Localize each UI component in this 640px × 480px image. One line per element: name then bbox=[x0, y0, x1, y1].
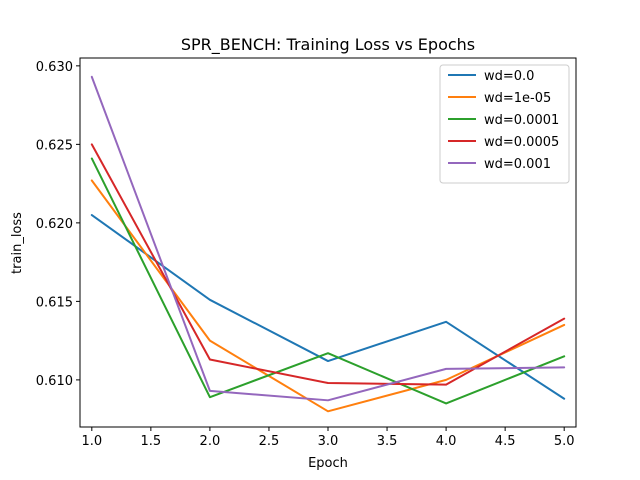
chart-title: SPR_BENCH: Training Loss vs Epochs bbox=[181, 35, 475, 55]
y-tick-label: 0.620 bbox=[36, 217, 73, 232]
legend-label: wd=1e-05 bbox=[484, 91, 551, 106]
x-tick-label: 3.0 bbox=[318, 434, 339, 449]
series-line-4 bbox=[90, 75, 566, 402]
x-tick-label: 5.0 bbox=[554, 434, 575, 449]
x-tick-label: 1.0 bbox=[81, 434, 102, 449]
series-line-0 bbox=[90, 214, 566, 400]
x-axis-label: Epoch bbox=[308, 456, 348, 471]
x-tick-label: 2.0 bbox=[200, 434, 221, 449]
y-tick-label: 0.610 bbox=[36, 374, 73, 389]
legend-frame bbox=[439, 64, 570, 184]
y-tick-label: 0.630 bbox=[36, 60, 73, 75]
x-tick-label: 4.5 bbox=[495, 434, 516, 449]
x-tick-label: 1.5 bbox=[141, 434, 162, 449]
legend-label: wd=0.0005 bbox=[484, 135, 559, 150]
y-tick-label: 0.625 bbox=[36, 138, 73, 153]
x-tick-label: 3.5 bbox=[377, 434, 398, 449]
series-lines bbox=[90, 75, 566, 413]
x-tick-label: 2.5 bbox=[259, 434, 280, 449]
legend: wd=0.0 wd=1e-05 wd=0.0001 wd=0.0005 wd=0.001 bbox=[439, 64, 570, 184]
legend-label: wd=0.0001 bbox=[484, 113, 559, 128]
y-tick-label: 0.615 bbox=[36, 295, 73, 310]
series-line-2 bbox=[90, 157, 566, 405]
y-axis-ticks: 0.610 0.615 0.620 0.625 0.630 bbox=[36, 60, 80, 389]
legend-label: wd=0.001 bbox=[484, 157, 551, 172]
legend-label: wd=0.0 bbox=[484, 69, 534, 84]
x-tick-label: 4.0 bbox=[436, 434, 457, 449]
x-axis-ticks: 1.0 1.5 2.0 2.5 3.0 3.5 4.0 4.5 5.0 bbox=[81, 427, 575, 449]
y-axis-label: train_loss bbox=[10, 212, 25, 274]
